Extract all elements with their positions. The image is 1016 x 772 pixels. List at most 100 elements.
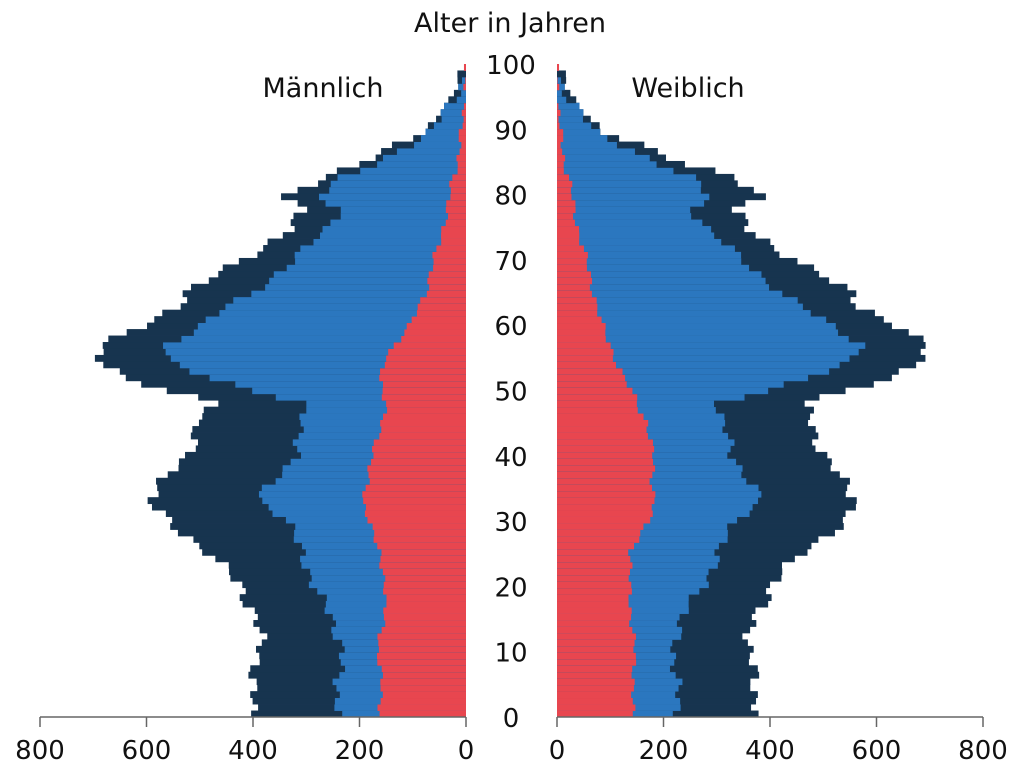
female-bar-inner [557, 251, 588, 259]
male-bar-middle [205, 316, 466, 324]
chart-title: Alter in Jahren [414, 8, 606, 39]
female-bar-outer [557, 76, 567, 84]
male-bar-inner [465, 76, 466, 84]
female-bar-middle [557, 561, 718, 569]
female-bar-inner [557, 665, 633, 673]
female-bar-middle [557, 374, 809, 382]
female-bar-outer [557, 96, 577, 104]
male-bar-inner [417, 303, 466, 311]
female-bar-inner [557, 245, 584, 252]
male-bar-inner [383, 380, 466, 388]
male-bars [94, 64, 467, 718]
female-bar-middle [557, 212, 692, 220]
female-bar-middle [557, 245, 735, 252]
male-bar-inner [383, 581, 466, 589]
female-bar-inner [557, 367, 623, 375]
male-bar-inner [378, 639, 466, 647]
female-bar-inner [557, 658, 637, 666]
female-bar-inner [557, 419, 649, 427]
male-bar-inner [462, 122, 466, 130]
female-bar-inner [557, 626, 633, 634]
female-bar-inner [557, 135, 564, 142]
female-bar-middle [557, 393, 745, 401]
male-bar-inner [364, 510, 466, 517]
male-bar-middle [165, 348, 466, 356]
female-bar-inner [557, 613, 632, 621]
x-tick-label: 400 [745, 736, 795, 766]
female-bar-inner [557, 83, 560, 91]
female-bar-middle [557, 309, 811, 317]
x-ticks: 800 800 600 600 400 400 200 200 0 0 [15, 717, 1008, 766]
female-bar-middle [557, 548, 715, 556]
male-bar-inner [379, 710, 466, 718]
male-bar-middle [433, 122, 466, 130]
female-bar-middle [557, 76, 562, 84]
male-bar-inner [458, 128, 466, 136]
male-bar-inner [384, 361, 466, 369]
y-tick-label: 40 [494, 443, 527, 473]
female-bar-middle [557, 329, 839, 336]
male-bar-inner [373, 535, 466, 543]
male-bar-middle [219, 309, 466, 317]
female-bar-inner [557, 555, 631, 563]
male-bar-inner [365, 484, 466, 492]
female-bar-inner [557, 510, 653, 517]
male-bar-middle [441, 115, 466, 123]
male-bar-middle [209, 374, 466, 382]
male-bar-inner [441, 225, 466, 233]
male-bar-inner [381, 548, 466, 556]
male-bar-inner [427, 277, 466, 285]
male-bar-inner [383, 413, 466, 420]
male-bar-inner [457, 160, 466, 168]
male-bar-inner [381, 393, 466, 401]
x-tick-label: 0 [458, 736, 475, 766]
male-bar-inner [372, 445, 466, 453]
female-bar-inner [557, 167, 564, 175]
male-bar-inner [433, 257, 466, 265]
male-bar-middle [163, 342, 466, 349]
female-bar-inner [557, 497, 655, 505]
male-bar-inner [388, 348, 466, 356]
female-bar-middle [557, 193, 710, 201]
y-tick-label: 100 [486, 51, 536, 81]
male-bar-outer [453, 89, 466, 97]
x-tick-label: 200 [335, 736, 385, 766]
male-bar-middle [329, 186, 466, 194]
female-bar-inner [557, 348, 614, 356]
male-bar-inner [379, 374, 466, 382]
y-tick-label: 20 [494, 573, 527, 603]
male-bar-inner [373, 438, 466, 446]
female-bar-inner [557, 548, 629, 556]
male-bar-middle [179, 361, 466, 369]
female-bar-middle [557, 206, 691, 214]
y-tick-label: 80 [494, 182, 527, 212]
male-bar-inner [386, 600, 466, 608]
male-bar-inner [432, 251, 466, 259]
male-bar-middle [189, 367, 466, 375]
female-bar-inner [557, 329, 606, 336]
female-bar-middle [557, 354, 850, 362]
female-bar-inner [557, 529, 641, 537]
female-bar-inner [557, 406, 638, 414]
female-bar-inner [557, 697, 633, 705]
male-bar-middle [294, 251, 466, 259]
male-bar-inner [381, 665, 466, 673]
female-bar-outer [557, 89, 571, 97]
male-bar-inner [461, 141, 466, 149]
female-bar-inner [557, 380, 627, 388]
female-bar-middle [557, 367, 830, 375]
male-bar-inner [404, 329, 466, 336]
y-tick-label: 0 [503, 704, 520, 734]
male-bar-inner [372, 523, 466, 530]
female-bar-middle [557, 303, 803, 311]
male-bar-middle [306, 406, 466, 414]
female-bar-inner [557, 523, 644, 530]
female-bar-inner [557, 561, 633, 569]
female-bar-inner [557, 141, 561, 149]
female-bar-middle [557, 219, 703, 227]
female-bar-middle [557, 109, 584, 117]
female-bar-inner [557, 199, 576, 207]
female-bar-inner [557, 574, 629, 582]
male-bar-middle [337, 173, 466, 181]
